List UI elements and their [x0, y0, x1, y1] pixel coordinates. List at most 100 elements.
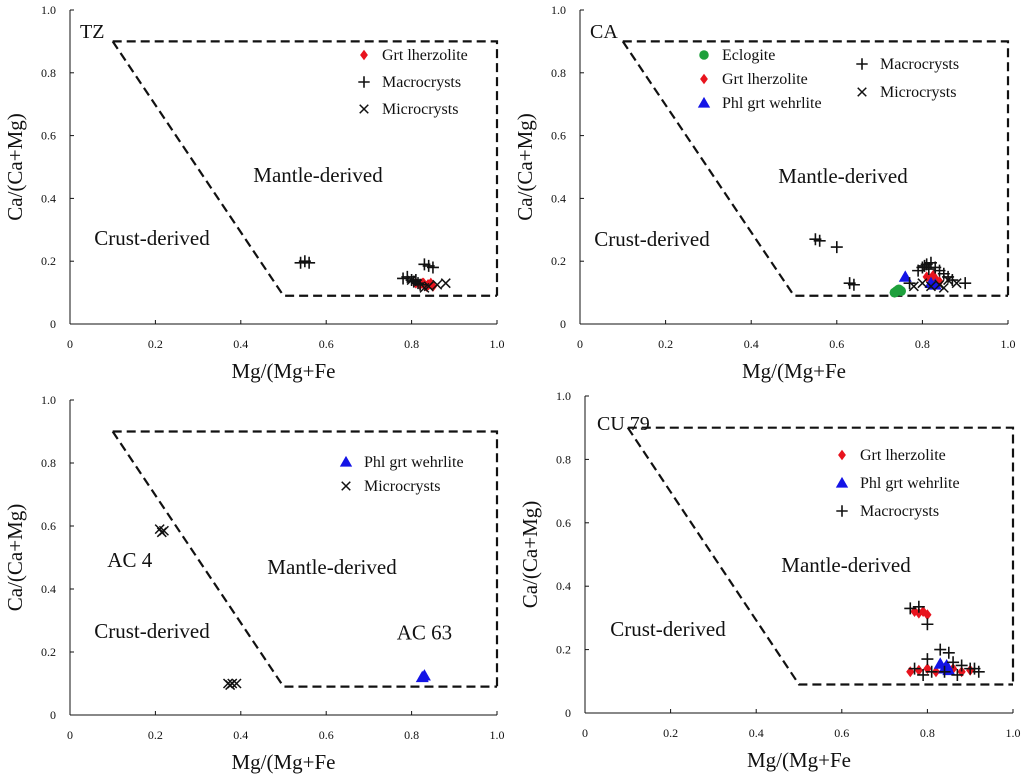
data-point	[406, 275, 417, 286]
data-point	[440, 278, 451, 289]
crust-derived-label: Crust-derived	[594, 227, 710, 251]
mantle-derived-label: Mantle-derived	[781, 553, 911, 577]
chart-panel-ca: 0 0.2 0.4 0.6 0.8 1.0 0 0.2 0.4 0.6 0.8 1.0 Mg/(Mg+F…	[513, 3, 1016, 383]
data-point	[158, 525, 169, 536]
legend-marker	[857, 87, 867, 97]
data-point	[912, 600, 925, 613]
legend-marker	[697, 96, 711, 108]
legend-marker	[358, 76, 370, 88]
x-tick-label: 0.2	[148, 337, 163, 351]
x-axis-title: Mg/(Mg+Fe	[231, 750, 335, 774]
legend-label: Grt lherzolite	[860, 447, 946, 464]
field-top-line	[627, 426, 1015, 685]
x-tick-label: 0	[577, 337, 583, 351]
y-tick-label: 0.6	[556, 516, 571, 530]
x-tick-label: 0.4	[744, 337, 759, 351]
data-point	[923, 609, 932, 621]
y-tick-label: 0	[565, 706, 571, 720]
data-point	[955, 659, 968, 672]
x-tick-label: 0	[67, 728, 73, 742]
field-top-line	[112, 40, 499, 296]
legend-marker	[339, 455, 353, 467]
y-tick-label: 0	[560, 317, 566, 331]
crust-derived-label: Crust-derived	[610, 617, 726, 641]
x-axis-title: Mg/(Mg+Fe	[747, 748, 851, 772]
x-tick-label: 0.6	[319, 728, 334, 742]
series-microcrysts	[154, 524, 242, 691]
y-tick-label: 0.2	[556, 643, 571, 657]
data-point	[942, 646, 955, 659]
legend-label: Macrocrysts	[880, 56, 959, 73]
field-top-line	[622, 40, 1010, 296]
data-point	[415, 670, 429, 683]
legend-marker	[856, 58, 868, 70]
legend-label: Macrocrysts	[382, 74, 461, 91]
data-point	[830, 241, 843, 254]
data-point	[943, 275, 954, 286]
series-microcrysts	[406, 275, 451, 293]
legend-label: Phl grt wehrlite	[364, 454, 464, 471]
y-tick-label: 0.2	[41, 645, 56, 659]
x-tick-label: 0	[582, 726, 588, 740]
y-tick-label: 0.8	[41, 66, 56, 80]
legend: Grt lherzolite Macrocrysts Microcrysts	[358, 47, 468, 118]
data-point	[904, 602, 917, 615]
y-tick-label: 0.8	[41, 456, 56, 470]
data-point	[813, 234, 826, 247]
x-tick-label: 0.4	[233, 728, 248, 742]
legend-label: Microcrysts	[382, 101, 458, 118]
series-phl-grt-wehrlite	[415, 669, 431, 683]
data-point	[903, 277, 916, 290]
series-microcrysts	[908, 275, 962, 293]
crust-derived-label: Crust-derived	[94, 619, 210, 643]
legend-label: Microcrysts	[880, 84, 956, 101]
x-axis-title: Mg/(Mg+Fe	[742, 359, 846, 383]
legend-label: Eclogite	[722, 47, 775, 64]
legend: Eclogite Grt lherzolite Phl grt wehrlite Ma…	[697, 47, 959, 112]
data-point	[938, 282, 949, 293]
y-tick-label: 0	[50, 317, 56, 331]
data-point	[908, 662, 921, 675]
mantle-derived-label: Mantle-derived	[253, 163, 383, 187]
chart-panel-tz: 0 0.2 0.4 0.6 0.8 1.0 0 0.2 0.4 0.6 0.8 1.0 Mg/(Mg+F…	[3, 3, 505, 383]
legend-label: Phl grt wehrlite	[722, 95, 822, 112]
panel-title: TZ	[80, 21, 104, 43]
data-point	[925, 665, 938, 678]
y-tick-label: 0.4	[556, 579, 571, 593]
data-point	[934, 643, 947, 656]
y-tick-label: 0.8	[551, 66, 566, 80]
x-tick-label: 0.2	[663, 726, 678, 740]
x-tick-label: 0.2	[148, 728, 163, 742]
y-axis-title: Ca/(Ca+Mg)	[3, 504, 27, 612]
legend-label: Grt lherzolite	[382, 47, 468, 64]
data-point	[921, 653, 934, 666]
field-top-line	[112, 430, 499, 687]
y-tick-label: 0.4	[41, 582, 56, 596]
mantle-derived-label: Mantle-derived	[267, 555, 397, 579]
data-point	[908, 281, 919, 292]
legend-marker	[341, 481, 351, 491]
data-point	[898, 270, 912, 282]
series-macrocrysts	[294, 255, 439, 291]
mantle-derived-label: Mantle-derived	[778, 164, 908, 188]
data-point	[914, 664, 923, 676]
chart-panel-ac: 0 0.2 0.4 0.6 0.8 1.0 0 0.2 0.4 0.6 0.8 1.0 Mg/(Mg+F…	[3, 393, 505, 774]
data-point	[917, 668, 930, 681]
legend-marker	[838, 449, 846, 461]
y-tick-label: 0.4	[41, 191, 56, 205]
data-point	[921, 618, 934, 631]
sample-annotation: AC 63	[397, 620, 452, 644]
x-tick-label: 0.6	[319, 337, 334, 351]
legend: Phl grt wehrlite Microcrysts	[339, 454, 464, 495]
panel-title: CU 79	[597, 413, 650, 435]
y-tick-label: 0.4	[551, 191, 566, 205]
x-tick-label: 0.4	[749, 726, 764, 740]
data-point	[419, 282, 430, 293]
y-tick-label: 1.0	[551, 3, 566, 17]
field-boundary-line	[626, 427, 1013, 686]
series-eclogite	[889, 284, 906, 298]
x-tick-label: 1.0	[490, 337, 505, 351]
x-tick-label: 1.0	[1006, 726, 1021, 740]
y-axis-title: Ca/(Ca+Mg)	[518, 501, 542, 609]
panel-title: CA	[590, 21, 618, 43]
